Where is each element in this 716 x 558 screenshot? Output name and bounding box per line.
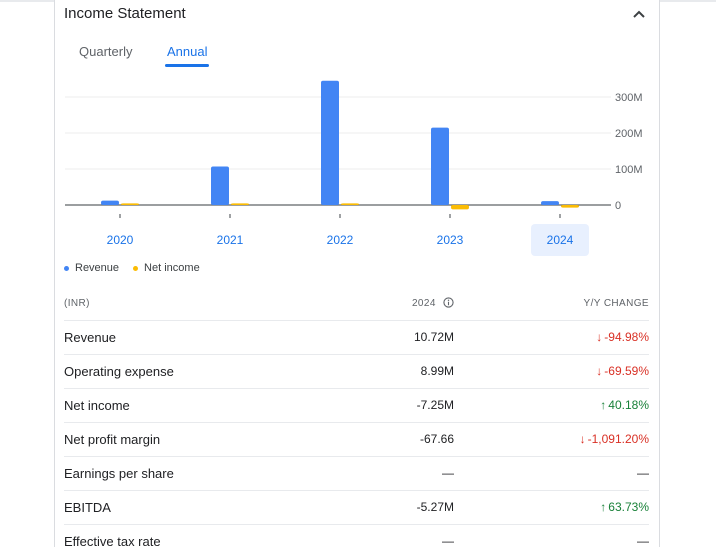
- collapse-button[interactable]: [629, 5, 649, 23]
- metric-change-value: -1,091.20%: [587, 432, 649, 446]
- legend-label-revenue: Revenue: [75, 262, 120, 274]
- year-header: 2024: [411, 297, 454, 309]
- arrow-down-icon: ↓: [596, 364, 603, 378]
- legend-item-revenue: Revenue: [64, 262, 119, 274]
- legend-item-net-income: Net income: [133, 262, 200, 274]
- metric-label: Earnings per share: [64, 466, 174, 481]
- arrow-down-icon: ↓: [596, 330, 603, 344]
- tab-quarterly-label: Quarterly: [79, 44, 133, 59]
- tab-quarterly[interactable]: Quarterly: [79, 44, 132, 59]
- bar-revenue-2022: [321, 80, 339, 205]
- tab-annual[interactable]: Annual: [165, 44, 210, 67]
- arrow-down-icon: ↓: [579, 432, 586, 446]
- metric-change-value: -94.98%: [604, 330, 649, 344]
- arrow-up-icon: ↑: [600, 398, 607, 412]
- chart-legend: Revenue Net income: [64, 262, 214, 274]
- year-header-label: 2024: [411, 298, 436, 309]
- bar-revenue-2023: [431, 127, 449, 205]
- bar-net-income-2023: [451, 205, 469, 210]
- metric-change: ↓ -94.98%: [596, 330, 649, 344]
- metric-label: Revenue: [64, 330, 117, 345]
- bar-revenue-2020: [101, 200, 119, 205]
- table-row: Net profit margin -67.66 ↓ -1,091.20%: [64, 422, 649, 456]
- metric-change: —: [637, 466, 649, 480]
- active-tab-indicator: [165, 64, 210, 67]
- legend-dot-net-income: [133, 265, 139, 271]
- y-tick-label-0: 0: [615, 200, 621, 212]
- metric-change: ↑ 40.18%: [600, 398, 649, 412]
- info-icon[interactable]: [443, 297, 454, 308]
- legend-dot-revenue: [64, 265, 69, 271]
- table-row: Effective tax rate — —: [64, 524, 649, 558]
- metric-value: 10.72M: [413, 330, 454, 344]
- change-header: Y/Y CHANGE: [583, 298, 649, 309]
- bar-net-income-2021: [231, 203, 249, 205]
- bar-net-income-2020: [121, 203, 139, 205]
- selected-year-highlight: [531, 224, 589, 256]
- metric-label: Net profit margin: [64, 432, 161, 447]
- metric-value: -5.27M: [416, 500, 454, 514]
- metric-change-value: 40.18%: [608, 398, 649, 412]
- metric-change: ↓ -1,091.20%: [580, 432, 649, 446]
- legend-label-net-income: Net income: [144, 262, 200, 274]
- metric-value: 8.99M: [420, 364, 454, 378]
- x-tick-label-2020[interactable]: 2020: [107, 233, 134, 247]
- table-row: EBITDA -5.27M ↑ 63.73%: [64, 490, 649, 524]
- metric-value: —: [442, 534, 454, 548]
- tab-annual-label: Annual: [167, 44, 208, 59]
- metric-change: ↑ 63.73%: [600, 500, 649, 514]
- bar-revenue-2021: [211, 166, 229, 205]
- currency-header: (INR): [64, 298, 90, 309]
- x-tick-label-2023[interactable]: 2023: [437, 233, 464, 247]
- bar-net-income-2022: [341, 203, 359, 205]
- income-statement-card: Income Statement Quarterly Annual 0 100M 2…: [54, 0, 660, 549]
- y-tick-label-100M: 100M: [615, 164, 643, 176]
- arrow-up-icon: ↑: [600, 500, 607, 514]
- x-tick-label-2022[interactable]: 2022: [327, 233, 354, 247]
- table-header-row: (INR) 2024 Y/Y CHANGE: [64, 287, 649, 320]
- metric-label: Operating expense: [64, 364, 174, 379]
- table-row: Revenue 10.72M ↓ -94.98%: [64, 320, 649, 354]
- metric-change-value: 63.73%: [608, 500, 649, 514]
- metric-change-value: -69.59%: [604, 364, 649, 378]
- x-tick-label-2021[interactable]: 2021: [217, 233, 244, 247]
- metric-value: -67.66: [419, 432, 454, 446]
- metric-value: —: [442, 466, 454, 480]
- y-tick-label-200M: 200M: [615, 128, 643, 140]
- metric-change: —: [637, 534, 649, 548]
- income-chart: 0 100M 200M 300M 2020 2021 2022 2023 2024: [65, 80, 643, 256]
- metric-label: Net income: [64, 398, 130, 413]
- metric-change: ↓ -69.59%: [596, 364, 649, 378]
- table-row: Earnings per share — —: [64, 456, 649, 490]
- metric-label: EBITDA: [64, 500, 111, 515]
- bar-revenue-2024: [541, 201, 559, 205]
- table-row: Net income -7.25M ↑ 40.18%: [64, 388, 649, 422]
- metric-value: -7.25M: [416, 398, 454, 412]
- table-row: Operating expense 8.99M ↓ -69.59%: [64, 354, 649, 388]
- y-tick-label-300M: 300M: [615, 92, 643, 104]
- metric-label: Effective tax rate: [64, 534, 161, 549]
- x-tick-label-2024[interactable]: 2024: [547, 233, 574, 247]
- bar-net-income-2024: [561, 205, 579, 208]
- chevron-up-icon: [633, 10, 645, 18]
- financials-table: (INR) 2024 Y/Y CHANGE Revenue 10.72M ↓ -94.…: [64, 287, 649, 558]
- card-title: Income Statement: [64, 5, 186, 22]
